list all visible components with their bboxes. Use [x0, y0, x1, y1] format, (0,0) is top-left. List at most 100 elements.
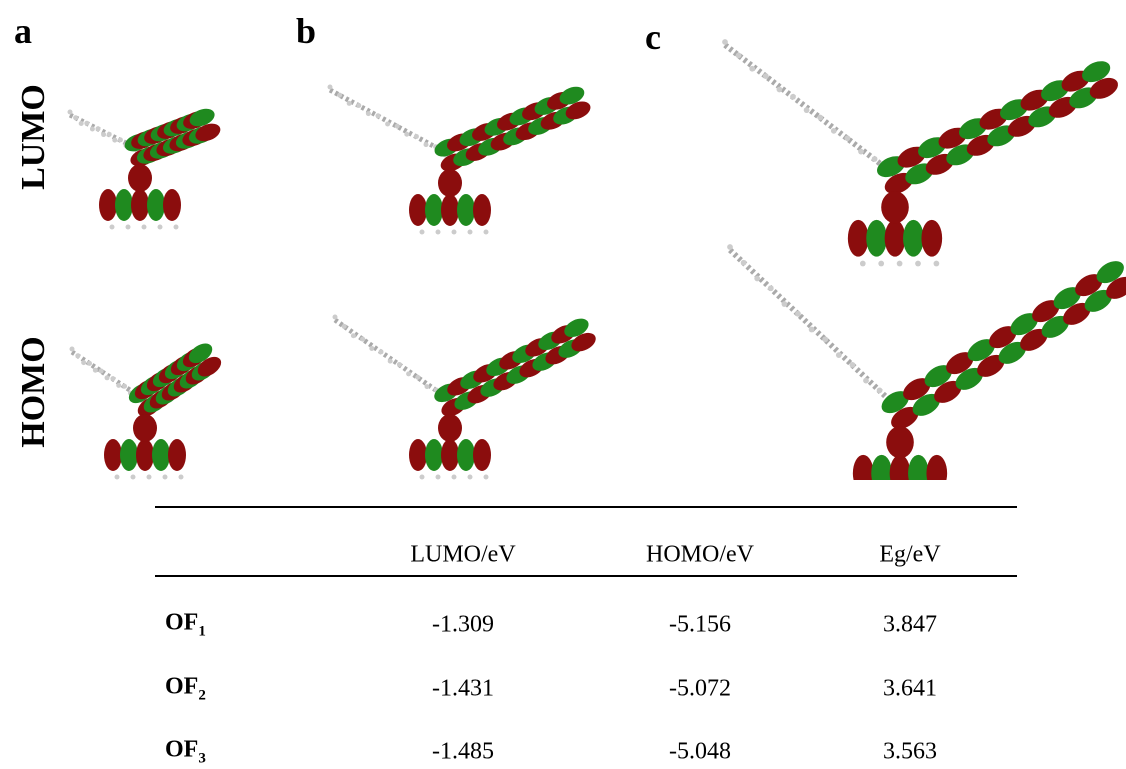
orbital-shape [903, 378, 931, 401]
orbital-shape [328, 87, 452, 158]
orbital-shape [934, 380, 962, 403]
orbital-shape [404, 131, 410, 137]
orbital-shape [152, 439, 170, 471]
orbital-shape [1032, 300, 1060, 323]
orbital-shape [565, 101, 591, 120]
orbital-shape [114, 474, 120, 480]
orbital-shape [903, 219, 924, 257]
orbital-shape [146, 474, 152, 480]
orbital-shape [881, 391, 909, 414]
orbital-shape [1063, 302, 1091, 325]
row-name: OF [165, 673, 199, 700]
orbital-shape [483, 474, 489, 480]
orbital-shape [1089, 77, 1118, 99]
orbital-shape [483, 229, 489, 235]
table-cell: -5.072 [669, 675, 731, 702]
orbital-shape [735, 52, 742, 59]
orbital-shape [73, 115, 79, 121]
orbital-shape [859, 260, 866, 267]
orbital-shape [197, 356, 222, 377]
orbital-shape [1084, 289, 1112, 312]
orbital-shape [78, 121, 84, 127]
orbital-shape [131, 189, 149, 221]
orbital-shape [451, 474, 457, 480]
orbital-shape [438, 414, 462, 442]
orbital-shape [189, 108, 215, 127]
orbital-shape [1082, 61, 1111, 83]
orbital-shape [790, 93, 796, 100]
orbital-shape [1106, 276, 1126, 299]
orbital-shape [68, 112, 142, 153]
table-rule [155, 575, 1017, 577]
orbital-shape [115, 189, 133, 221]
orbital-shape [130, 474, 136, 480]
orbital-shape [728, 247, 902, 413]
orbital-shape [884, 219, 906, 257]
row-label: OF2 [165, 674, 206, 705]
orbital-shape [776, 86, 783, 93]
orbital-shape [1096, 261, 1124, 284]
orbital-shape [866, 219, 887, 257]
orbital-shape [128, 164, 152, 192]
orbital-shape [889, 454, 911, 480]
table-cell: 3.641 [883, 675, 937, 702]
orbital-shape [104, 375, 110, 381]
orbital-shape [564, 318, 589, 338]
orbital-shape [835, 352, 842, 358]
orbital-shape [116, 382, 122, 388]
table-cell: -1.431 [432, 675, 494, 702]
orbital-shape [849, 361, 856, 368]
orbital-shape [473, 194, 491, 226]
panel-label: c [645, 17, 661, 57]
orbital-shape [881, 191, 909, 224]
orbital-shape [571, 332, 596, 352]
row-subscript: 1 [198, 623, 206, 640]
orbital-shape [409, 194, 427, 226]
orbital-shape [858, 148, 864, 155]
orbital-shape [162, 474, 168, 480]
column-header: Eg/eV [879, 541, 941, 568]
row-subscript: 3 [198, 750, 206, 767]
orbital-shape [451, 229, 457, 235]
orbital-shape [419, 474, 425, 480]
orbital-shape [886, 426, 914, 459]
orbital-shape [863, 377, 869, 384]
orbital-shape [977, 354, 1005, 377]
table-cell: 3.847 [883, 611, 937, 638]
orbital-shape [141, 224, 147, 230]
table-cell: -5.156 [669, 611, 731, 638]
orbital-shape [365, 111, 371, 117]
orbital-shape [423, 142, 429, 148]
orbital-shape [375, 113, 381, 119]
orbital-shape [908, 454, 929, 480]
row-label: OF1 [165, 610, 206, 641]
row-subscript: 2 [198, 687, 206, 704]
orbital-shape [438, 169, 462, 197]
orbital-shape [163, 189, 181, 221]
orbital-shape [1053, 287, 1081, 310]
molecule-images [67, 39, 1126, 480]
orbital-shape [441, 439, 459, 471]
orbital-shape [413, 133, 419, 139]
orbital-shape [425, 439, 443, 471]
orbital-shape [1075, 274, 1103, 297]
orbital-shape [378, 349, 384, 355]
orbital-shape [387, 358, 393, 364]
table-cell: -1.309 [432, 611, 494, 638]
orbital-shape [125, 224, 131, 230]
orbital-shape [332, 314, 338, 320]
orbital-shape [871, 156, 878, 162]
orbital-shape [852, 454, 874, 480]
orbital-shape [67, 109, 73, 115]
orbital-shape [346, 100, 352, 106]
orbital-shape [98, 368, 104, 374]
orbital-shape [394, 123, 400, 129]
orbital-shape [333, 317, 452, 403]
orbital-shape [998, 341, 1026, 364]
orbital-shape [955, 367, 983, 390]
orbital-shape [84, 120, 90, 126]
orbital-shape [157, 224, 163, 230]
orbital-shape [441, 194, 459, 226]
orbital-shape [385, 121, 391, 127]
